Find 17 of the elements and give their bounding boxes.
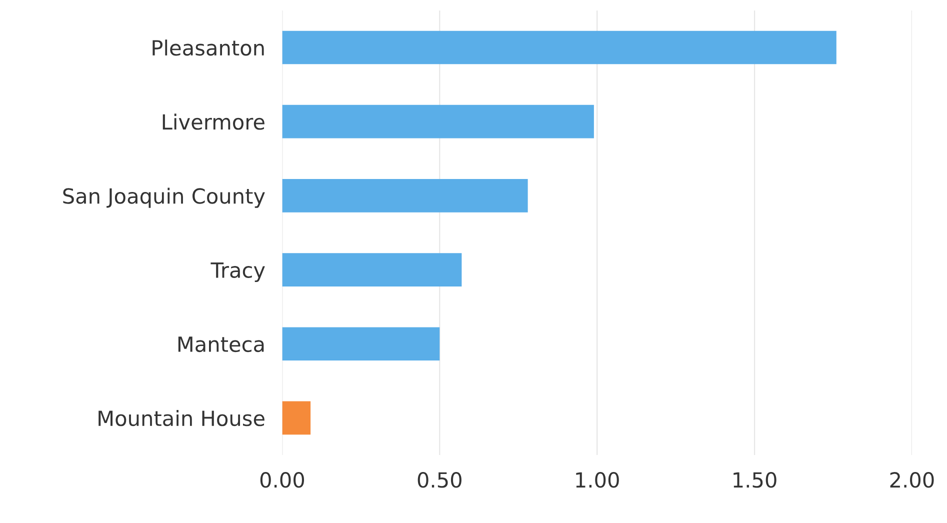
y-tick-label: Tracy	[210, 262, 265, 282]
x-tick-label: 1.00	[576, 472, 619, 488]
x-tick-label: 2.00	[890, 472, 934, 488]
y-tick-label: Manteca	[178, 336, 264, 352]
y-tick-label: Mountain House	[98, 410, 264, 426]
bar	[282, 327, 440, 361]
bar	[282, 179, 528, 212]
x-tick-label: 0.00	[260, 472, 304, 488]
y-tick-label: San Joaquin County	[63, 188, 265, 208]
y-tick-label: Livermore	[162, 114, 264, 130]
bar	[282, 401, 311, 435]
bar	[282, 253, 462, 286]
bar	[282, 30, 836, 64]
x-tick-label: 1.50	[734, 472, 776, 488]
x-tick-label: 0.50	[418, 472, 462, 488]
bar	[282, 104, 594, 138]
y-tick-label: Pleasanton	[152, 40, 264, 56]
